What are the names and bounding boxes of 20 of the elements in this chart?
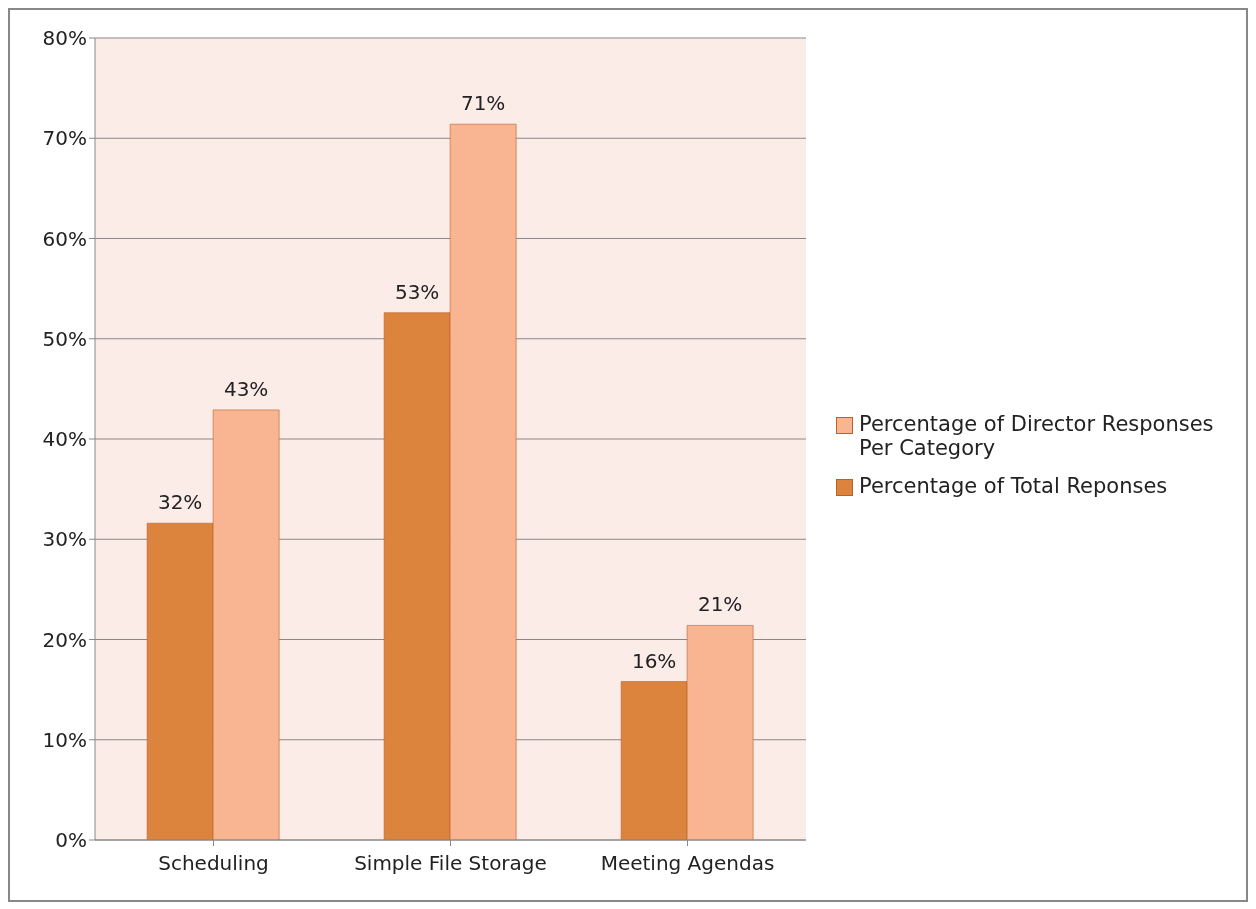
y-tick-label: 80%: [42, 26, 87, 51]
y-tick-label: 70%: [42, 126, 87, 151]
data-label: 53%: [394, 279, 440, 304]
x-tick-label: Scheduling: [158, 851, 269, 876]
y-tick-label: 20%: [42, 627, 87, 652]
y-tick-label: 60%: [42, 226, 87, 251]
data-label: 21%: [697, 592, 743, 617]
y-tick-label: 30%: [42, 527, 87, 552]
data-label: 16%: [631, 648, 677, 673]
data-label: 43%: [223, 376, 269, 401]
data-label: 71%: [460, 91, 506, 116]
x-tick-label: Simple File Storage: [354, 851, 547, 876]
y-tick-label: 0%: [55, 828, 87, 853]
y-tick-label: 40%: [42, 427, 87, 452]
legend-label: Percentage of Total Reponses: [859, 474, 1168, 498]
y-tick-label: 50%: [42, 326, 87, 351]
data-label: 32%: [157, 490, 203, 515]
legend-label: Percentage of Director Responses Per Category: [859, 412, 1215, 460]
x-tick-label: Meeting Agendas: [600, 851, 775, 876]
y-tick-label: 10%: [42, 727, 87, 752]
